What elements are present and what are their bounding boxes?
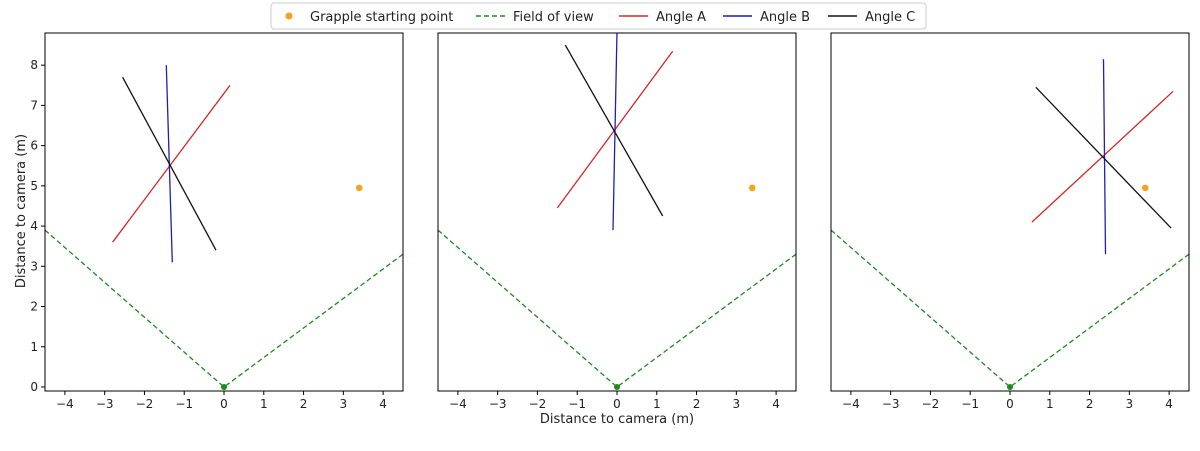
legend-angle-c-label: Angle C: [865, 10, 915, 25]
x-tick-label: 2: [1086, 397, 1094, 411]
series-angle-a: [112, 84, 231, 243]
grapple-point: [748, 184, 756, 192]
y-tick-label: 0: [30, 380, 38, 394]
plot-area: [831, 59, 1189, 390]
x-tick-label: 0: [220, 397, 228, 411]
x-tick-label: −1: [961, 397, 979, 411]
legend-fov-label: Field of view: [513, 10, 594, 25]
series-field-of-view: [45, 229, 403, 388]
x-tick-label: −3: [96, 397, 114, 411]
x-tick-label: −4: [842, 397, 860, 411]
x-tick-label: −3: [489, 397, 507, 411]
series-angle-c: [564, 44, 664, 217]
legend-item-angle-c: Angle C: [828, 10, 915, 25]
y-tick-label: 3: [30, 259, 38, 273]
plot-area: [438, 33, 796, 390]
legend: Grapple starting point Field of view Ang…: [270, 2, 927, 30]
series-field-of-view: [831, 229, 1189, 388]
plot-area: [45, 65, 403, 390]
y-axis-label: Distance to camera (m): [14, 134, 29, 288]
camera-origin-point: [221, 383, 227, 390]
x-tick-label: 4: [772, 397, 780, 411]
x-tick-label: −4: [449, 397, 467, 411]
camera-origin-point: [614, 383, 620, 390]
series-angle-c: [122, 76, 217, 251]
legend-angle-b-label: Angle B: [760, 10, 810, 25]
series-field-of-view: [438, 229, 796, 388]
y-tick-label: 7: [30, 98, 38, 112]
x-tick-label: 3: [340, 397, 348, 411]
axes-frame: [830, 32, 1190, 392]
legend-item-fov: Field of view: [476, 10, 594, 25]
legend-grapple-marker: [285, 12, 293, 20]
y-tick-label: 1: [30, 340, 38, 354]
x-tick-label: −2: [922, 397, 940, 411]
y-tick-label: 5: [30, 179, 38, 193]
series-angle-b: [612, 33, 618, 231]
y-tick-label: 8: [30, 58, 38, 72]
x-tick-label: 2: [300, 397, 308, 411]
series-angle-b: [1102, 59, 1107, 255]
legend-item-angle-b: Angle B: [723, 10, 810, 25]
axes-frame: [44, 32, 404, 392]
panel-middle: −4 −3 −2 −1 0 1 2 3 4: [437, 32, 797, 411]
x-tick-label: 1: [1046, 397, 1054, 411]
legend-item-grapple: Grapple starting point: [285, 10, 453, 25]
y-tick-label: 4: [30, 219, 38, 233]
panel-right: −4 −3 −2 −1 0 1 2 3 4: [830, 32, 1190, 411]
x-tick-label: −2: [136, 397, 154, 411]
legend-frame: [270, 2, 927, 30]
panel-left: −4 −3 −2 −1 0 1 2 3 4 0 1 2 3 4 5 6 7 8: [30, 32, 404, 411]
x-tick-label: 2: [693, 397, 701, 411]
x-tick-label: 3: [733, 397, 741, 411]
x-tick-label: 0: [613, 397, 621, 411]
grapple-point: [1141, 184, 1149, 192]
grapple-point: [355, 184, 363, 192]
legend-grapple-label: Grapple starting point: [310, 10, 453, 25]
x-tick-label: 3: [1126, 397, 1134, 411]
legend-angle-a-label: Angle A: [656, 10, 706, 25]
x-tick-label: 4: [379, 397, 387, 411]
x-tick-label: 4: [1165, 397, 1173, 411]
y-tick-label: 2: [30, 300, 38, 314]
series-angle-c: [1035, 86, 1172, 229]
x-tick-label: −2: [529, 397, 547, 411]
x-tick-label: −1: [175, 397, 193, 411]
x-axis-label: Distance to camera (m): [540, 412, 694, 427]
x-tick-label: −3: [882, 397, 900, 411]
x-tick-label: 1: [653, 397, 661, 411]
x-tick-label: 0: [1006, 397, 1014, 411]
camera-origin-point: [1007, 383, 1013, 390]
axes-frame: [437, 32, 797, 392]
x-tick-label: 1: [260, 397, 268, 411]
legend-item-angle-a: Angle A: [619, 10, 706, 25]
x-tick-label: −4: [56, 397, 74, 411]
x-tick-label: −1: [568, 397, 586, 411]
y-tick-label: 6: [30, 139, 38, 153]
